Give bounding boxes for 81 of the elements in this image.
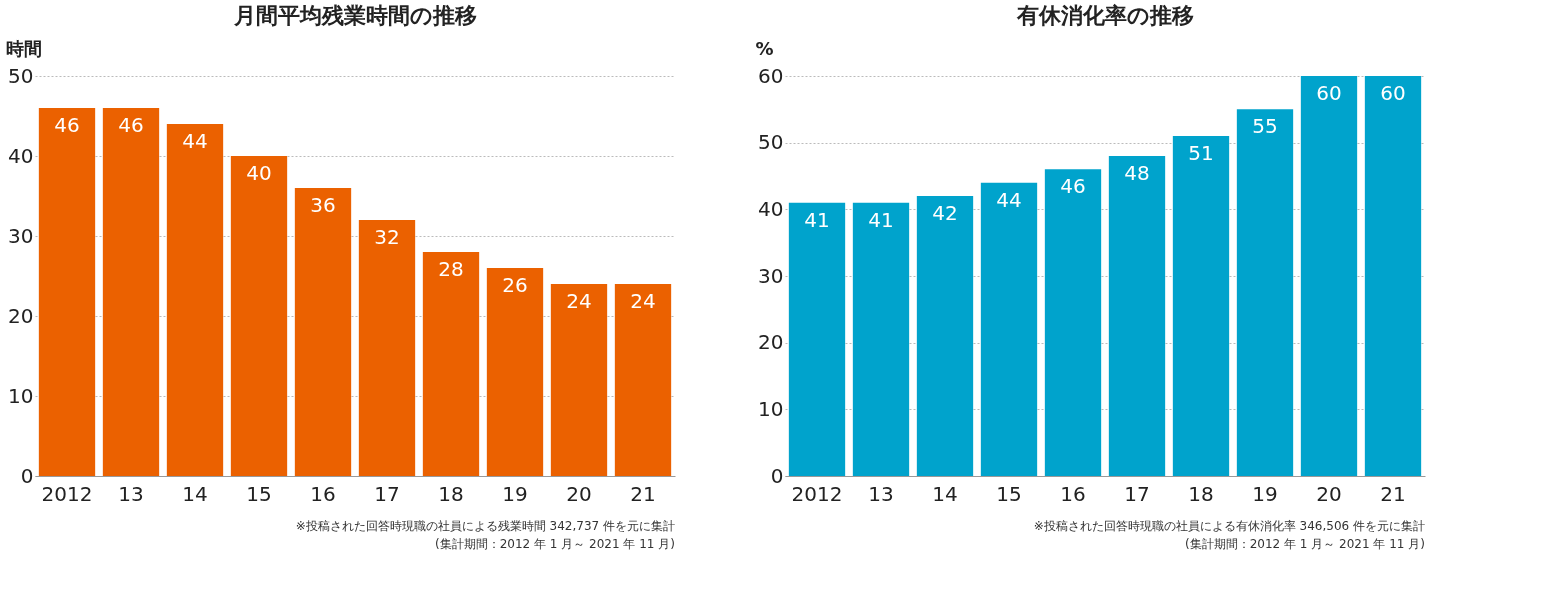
chart-title: 有休消化率の推移 (1015, 3, 1194, 28)
y-tick-label: 30 (8, 223, 34, 248)
bar (230, 156, 288, 476)
bar (1364, 76, 1422, 476)
bar (1236, 109, 1294, 476)
bar (916, 196, 974, 476)
x-tick-label: 16 (1060, 481, 1086, 506)
data-label: 46 (1060, 174, 1086, 199)
data-label: 40 (246, 161, 272, 185)
x-tick-label: 2012 (41, 481, 93, 506)
x-tick-label: 15 (246, 481, 272, 506)
data-label: 46 (118, 113, 144, 137)
data-label: 28 (438, 257, 464, 281)
x-tick-label: 14 (932, 481, 958, 506)
x-tick-label: 18 (1188, 481, 1214, 506)
data-label: 24 (566, 289, 592, 313)
x-tick-label: 13 (868, 481, 894, 506)
y-tick-label: 10 (8, 383, 34, 408)
y-tick-label: 40 (8, 143, 34, 168)
text: ※投稿された回答時現職の社員による有休消化率 346,506 件を元に集計 (1033, 519, 1425, 533)
bar (1044, 169, 1102, 476)
bar (788, 202, 846, 476)
x-tick-label: 20 (1316, 481, 1342, 506)
x-tick-label: 2012 (791, 481, 843, 506)
data-label: 44 (996, 187, 1022, 212)
y-axis-title: % (755, 37, 774, 59)
text: (集計期間：2012 年 1 月～ 2021 年 11 月) (434, 537, 675, 551)
x-tick-label: 14 (182, 481, 208, 506)
data-label: 41 (868, 207, 894, 232)
y-tick-label: 20 (8, 303, 34, 328)
y-tick-label: 40 (758, 196, 784, 221)
y-tick-label: 20 (758, 330, 784, 355)
bar (1300, 76, 1358, 476)
text: ※投稿された回答時現職の社員による残業時間 342,737 件を元に集計 (295, 519, 675, 533)
data-label: 26 (502, 273, 528, 297)
data-label: 46 (54, 113, 80, 137)
y-tick-label: 50 (758, 130, 784, 155)
y-tick-label: 10 (758, 396, 784, 421)
chart-title: 月間平均残業時間の推移 (232, 3, 477, 28)
data-label: 36 (310, 193, 336, 217)
data-label: 41 (804, 207, 830, 232)
y-tick-label: 60 (758, 63, 784, 88)
data-label: 60 (1380, 81, 1406, 105)
data-label: 24 (630, 289, 656, 313)
y-tick-label: 0 (770, 463, 784, 488)
bar (38, 108, 96, 476)
bar (1172, 136, 1230, 476)
bar (358, 220, 416, 476)
x-tick-label: 13 (118, 481, 144, 506)
x-tick-label: 21 (630, 481, 656, 506)
y-tick-label: 0 (20, 463, 34, 488)
data-label: 42 (932, 201, 958, 225)
data-label: 60 (1316, 81, 1342, 105)
x-tick-label: 18 (438, 481, 464, 506)
bar (486, 268, 544, 476)
x-tick-label: 17 (374, 481, 400, 506)
y-axis-title: 時間 (5, 37, 42, 59)
x-tick-label: 16 (310, 481, 336, 506)
data-label: 32 (374, 225, 400, 249)
x-tick-label: 21 (1380, 481, 1406, 506)
x-tick-label: 19 (502, 481, 528, 506)
data-label: 51 (1188, 141, 1214, 165)
y-tick-label: 50 (8, 63, 34, 88)
y-tick-label: 30 (758, 263, 784, 288)
bar (550, 284, 608, 476)
bar (102, 108, 160, 476)
x-tick-label: 15 (996, 481, 1022, 506)
x-tick-label: 20 (566, 481, 592, 506)
bar (852, 202, 910, 476)
text: (集計期間：2012 年 1 月～ 2021 年 11 月) (1184, 537, 1425, 551)
data-label: 44 (182, 129, 208, 153)
bar (422, 252, 480, 476)
bar (614, 284, 672, 476)
bar (980, 182, 1038, 476)
data-label: 55 (1252, 114, 1278, 139)
bar (1108, 156, 1166, 476)
bar (166, 124, 224, 476)
x-tick-label: 17 (1124, 481, 1150, 506)
x-tick-label: 19 (1252, 481, 1278, 506)
data-label: 48 (1124, 161, 1150, 185)
bar (294, 188, 352, 476)
